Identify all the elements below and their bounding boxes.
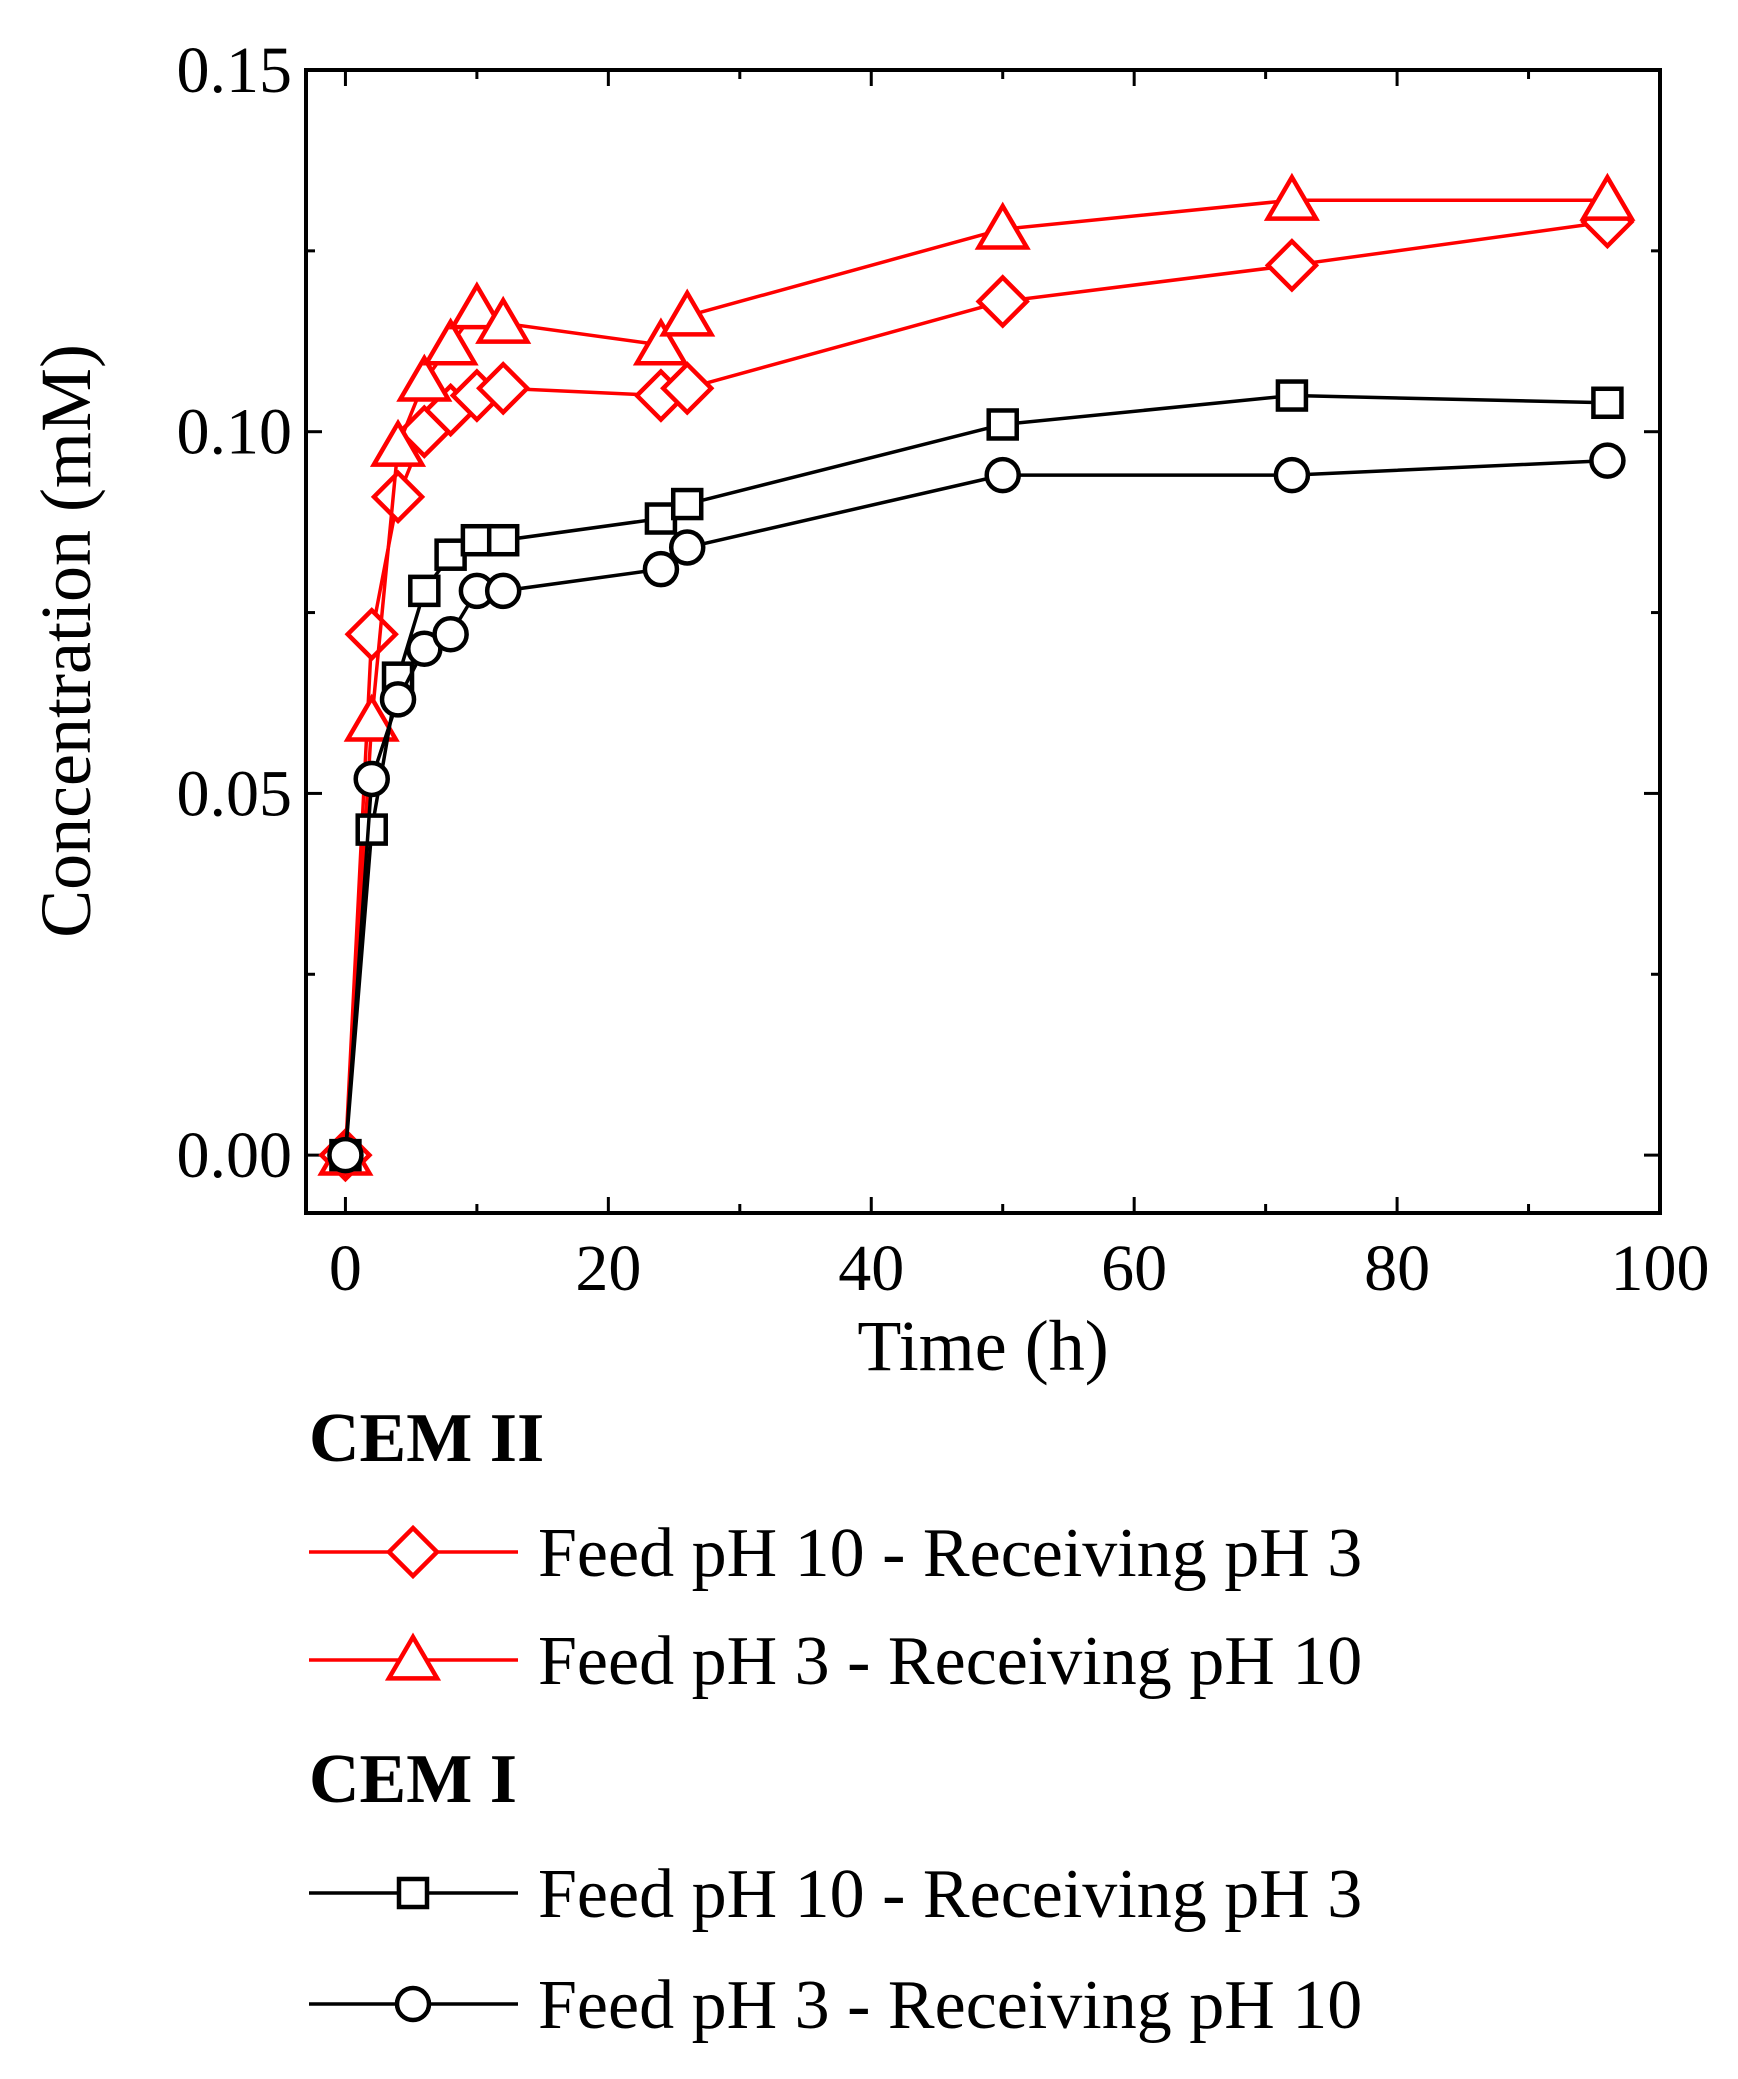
x-tick-label: 20 <box>575 1232 641 1305</box>
series-square <box>329 379 1624 1172</box>
x-tick-label: 0 <box>329 1232 362 1305</box>
data-point-diamond <box>370 469 426 524</box>
y-axis-label: Concentration (mM) <box>26 344 106 938</box>
data-point-diamond <box>660 361 715 416</box>
data-point-circle <box>327 1136 364 1174</box>
data-point-square <box>408 574 441 608</box>
data-point-square <box>644 502 678 535</box>
data-point-circle <box>484 572 522 610</box>
series-line <box>343 198 1608 1156</box>
series-diamond <box>318 194 1635 1183</box>
data-point-square <box>670 487 704 521</box>
legend-group-heading: CEM II <box>309 1400 544 1477</box>
series-circle <box>327 442 1626 1174</box>
data-point-diamond <box>1264 238 1320 293</box>
y-tick-label: 0.15 <box>177 34 293 107</box>
legend-entry: Feed pH 10 - Receiving pH 3 <box>309 1515 1362 1592</box>
data-point-triangle <box>659 288 716 337</box>
legend: CEM II Feed pH 10 - Receiving pH 3 Feed pH… <box>309 1400 1362 2044</box>
data-point-triangle <box>1263 172 1320 221</box>
y-tick-label: 0.10 <box>177 396 293 469</box>
data-point-triangle <box>974 201 1031 250</box>
x-tick-label: 60 <box>1101 1232 1167 1305</box>
data-point-triangle <box>1579 172 1636 221</box>
data-point-diamond <box>975 274 1030 329</box>
data-point-triangle <box>422 317 479 366</box>
series-line <box>343 220 1608 1156</box>
data-point-square <box>1275 379 1309 412</box>
data-point-circle <box>353 760 390 798</box>
data-point-square <box>355 813 388 846</box>
data-point-square <box>460 523 494 557</box>
series-line <box>343 458 1608 1156</box>
data-point-diamond <box>344 607 399 662</box>
y-tick-label: 0.00 <box>177 1119 293 1192</box>
data-point-triangle <box>475 295 532 344</box>
data-point-square <box>486 523 520 557</box>
legend-entry: Feed pH 3 - Receiving pH 10 <box>309 1623 1362 1700</box>
legend-entry: Feed pH 3 - Receiving pH 10 <box>309 1967 1362 2044</box>
data-point-triangle <box>396 353 453 402</box>
y-tick-label: 0.05 <box>177 757 293 830</box>
data-point-circle <box>984 456 1021 494</box>
legend-entry: Feed pH 10 - Receiving pH 3 <box>309 1856 1362 1933</box>
data-point-square <box>1591 386 1624 420</box>
data-point-triangle <box>343 693 400 742</box>
data-point-circle <box>1273 456 1311 494</box>
data-point-square <box>986 408 1019 441</box>
legend-label: Feed pH 10 - Receiving pH 3 <box>538 1856 1362 1933</box>
series-layer <box>317 172 1636 1183</box>
data-point-circle <box>668 529 706 566</box>
data-point-circle <box>432 616 469 653</box>
axis-ticks: 0 20 40 60 80 100 0.00 0.05 0.10 0.15 <box>177 34 1710 1305</box>
legend-label: Feed pH 3 - Receiving pH 10 <box>538 1623 1362 1700</box>
plot-frame <box>304 68 1662 1215</box>
data-point-diamond <box>476 361 531 416</box>
data-point-triangle <box>632 317 689 366</box>
data-point-triangle <box>448 281 505 330</box>
legend-label: Feed pH 10 - Receiving pH 3 <box>538 1515 1362 1592</box>
x-axis-label: Time (h) <box>857 1306 1108 1386</box>
legend-group-heading: CEM I <box>309 1741 517 1818</box>
legend-marker-circle <box>394 1985 432 2023</box>
data-point-circle <box>1589 442 1626 479</box>
series-triangle <box>317 172 1636 1176</box>
x-tick-label: 40 <box>838 1232 904 1305</box>
plot-area <box>304 68 1662 1215</box>
x-tick-label: 100 <box>1611 1232 1710 1305</box>
data-point-circle <box>642 550 680 588</box>
legend-marker-triangle <box>384 1632 442 1681</box>
data-point-triangle <box>369 418 427 467</box>
x-tick-label: 80 <box>1364 1232 1430 1305</box>
data-point-circle <box>379 681 417 718</box>
series-line <box>343 393 1608 1156</box>
data-point-square <box>434 538 467 571</box>
legend-marker-diamond <box>385 1524 441 1580</box>
legend-label: Feed pH 3 - Receiving pH 10 <box>538 1967 1362 2044</box>
legend-marker-square <box>396 1876 430 1910</box>
